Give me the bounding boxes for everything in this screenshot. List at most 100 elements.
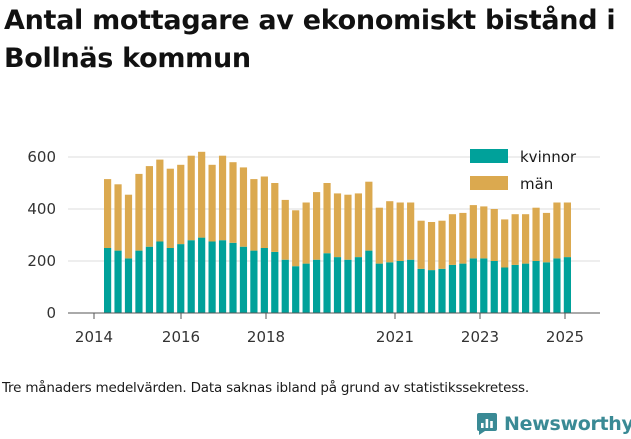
bar-man-28: [396, 202, 404, 261]
bar-man-29: [407, 202, 415, 260]
bar-man-30: [417, 220, 425, 269]
bar-man-2: [124, 194, 133, 259]
bar-man-43: [553, 202, 561, 259]
bar-kvinnor-30: [417, 268, 425, 313]
bar-man-3: [135, 173, 143, 251]
bar-man-20: [313, 192, 321, 260]
bar-kvinnor-14: [250, 250, 258, 313]
bar-kvinnor-27: [386, 262, 394, 313]
bar-man-17: [281, 199, 289, 260]
bar-kvinnor-10: [208, 241, 216, 313]
bar-man-34: [459, 212, 467, 264]
footnote: Tre månaders medelvärden. Data saknas ib…: [2, 380, 529, 396]
bar-man-1: [114, 184, 122, 251]
bar-kvinnor-35: [469, 258, 477, 313]
x-tick-label-2016: 2016: [162, 328, 200, 346]
x-tick-label-2014: 2014: [75, 328, 113, 346]
bar-kvinnor-5: [156, 241, 164, 313]
bar-man-21: [323, 183, 331, 254]
bar-kvinnor-20: [313, 259, 321, 313]
bar-kvinnor-3: [135, 250, 143, 313]
bar-man-35: [469, 205, 477, 259]
bar-series: [104, 151, 571, 313]
bar-kvinnor-26: [375, 263, 383, 313]
bar-kvinnor-25: [365, 250, 373, 313]
legend-label-man: män: [520, 175, 553, 193]
chart-title: Antal mottagare av ekonomiskt bistånd i …: [4, 5, 616, 74]
bar-kvinnor-11: [218, 240, 227, 313]
bar-kvinnor-42: [542, 262, 551, 313]
bar-man-7: [177, 164, 185, 245]
bar-kvinnor-0: [104, 248, 112, 313]
bar-man-16: [271, 183, 279, 252]
x-tick-label-2018: 2018: [247, 328, 285, 346]
bar-man-42: [542, 212, 551, 263]
bar-kvinnor-9: [198, 237, 206, 313]
bar-man-0: [104, 179, 112, 248]
bar-kvinnor-39: [511, 264, 519, 313]
bar-man-5: [156, 159, 164, 242]
bar-kvinnor-8: [187, 240, 195, 313]
bar-kvinnor-22: [333, 257, 342, 313]
bar-man-27: [386, 201, 394, 263]
bar-kvinnor-33: [448, 264, 457, 313]
bar-kvinnor-34: [459, 263, 467, 313]
bar-man-40: [522, 214, 530, 264]
bar-kvinnor-13: [239, 246, 248, 313]
bar-kvinnor-15: [260, 248, 268, 313]
y-tick-label-400: 400: [27, 200, 56, 218]
y-tick-label-600: 600: [27, 148, 56, 166]
bar-kvinnor-4: [145, 246, 153, 313]
bar-man-15: [260, 176, 268, 248]
bar-man-18: [292, 210, 300, 267]
bar-kvinnor-44: [563, 257, 571, 313]
bar-man-11: [218, 155, 227, 241]
y-tick-label-200: 200: [27, 252, 56, 270]
bar-kvinnor-36: [480, 258, 488, 313]
bar-kvinnor-2: [124, 258, 133, 313]
y-tick-label-0: 0: [46, 304, 56, 322]
bar-man-41: [532, 207, 540, 261]
bar-man-22: [333, 193, 342, 258]
bar-man-32: [438, 220, 446, 269]
axes: 0 200 400 600 2014 2016 2018 2021 2023 2025: [27, 148, 600, 346]
bar-man-33: [448, 214, 457, 265]
bar-kvinnor-24: [354, 257, 362, 313]
legend-label-kvinnor: kvinnor: [520, 148, 577, 166]
bar-man-36: [480, 206, 488, 259]
bar-man-38: [501, 219, 509, 268]
bar-man-6: [166, 168, 174, 248]
bar-kvinnor-41: [532, 261, 540, 313]
bar-kvinnor-31: [427, 270, 436, 313]
bar-man-24: [354, 193, 362, 258]
bar-kvinnor-43: [553, 258, 561, 313]
bar-kvinnor-29: [407, 259, 415, 313]
x-tick-label-2023: 2023: [461, 328, 499, 346]
bar-man-19: [302, 202, 310, 264]
bar-kvinnor-7: [177, 244, 185, 313]
newsworthy-logo-text: Newsworthy: [504, 413, 631, 435]
bar-man-13: [239, 167, 248, 247]
bar-man-31: [427, 222, 436, 271]
bar-man-12: [229, 162, 237, 243]
stacked-bar-chart: 0 200 400 600 2014 2016 2018 2021 2023 2025 kvinn…: [27, 148, 600, 346]
legend: kvinnor män: [470, 148, 577, 193]
bar-man-39: [511, 214, 519, 265]
bar-man-44: [563, 202, 571, 258]
x-tick-label-2021: 2021: [376, 328, 414, 346]
bar-kvinnor-38: [501, 267, 509, 313]
bar-kvinnor-1: [114, 250, 122, 313]
bar-kvinnor-37: [490, 261, 498, 313]
bar-man-37: [490, 209, 498, 261]
x-tick-label-2025: 2025: [546, 328, 584, 346]
bar-kvinnor-32: [438, 268, 446, 313]
bar-kvinnor-16: [271, 251, 279, 313]
legend-swatch-man: [470, 176, 508, 190]
newsworthy-logo[interactable]: Newsworthy: [476, 409, 631, 439]
bar-kvinnor-18: [292, 266, 300, 313]
bar-kvinnor-6: [166, 248, 174, 313]
bar-man-8: [187, 155, 195, 241]
bar-kvinnor-12: [229, 242, 237, 313]
bar-man-25: [365, 181, 373, 251]
bar-kvinnor-21: [323, 253, 331, 313]
